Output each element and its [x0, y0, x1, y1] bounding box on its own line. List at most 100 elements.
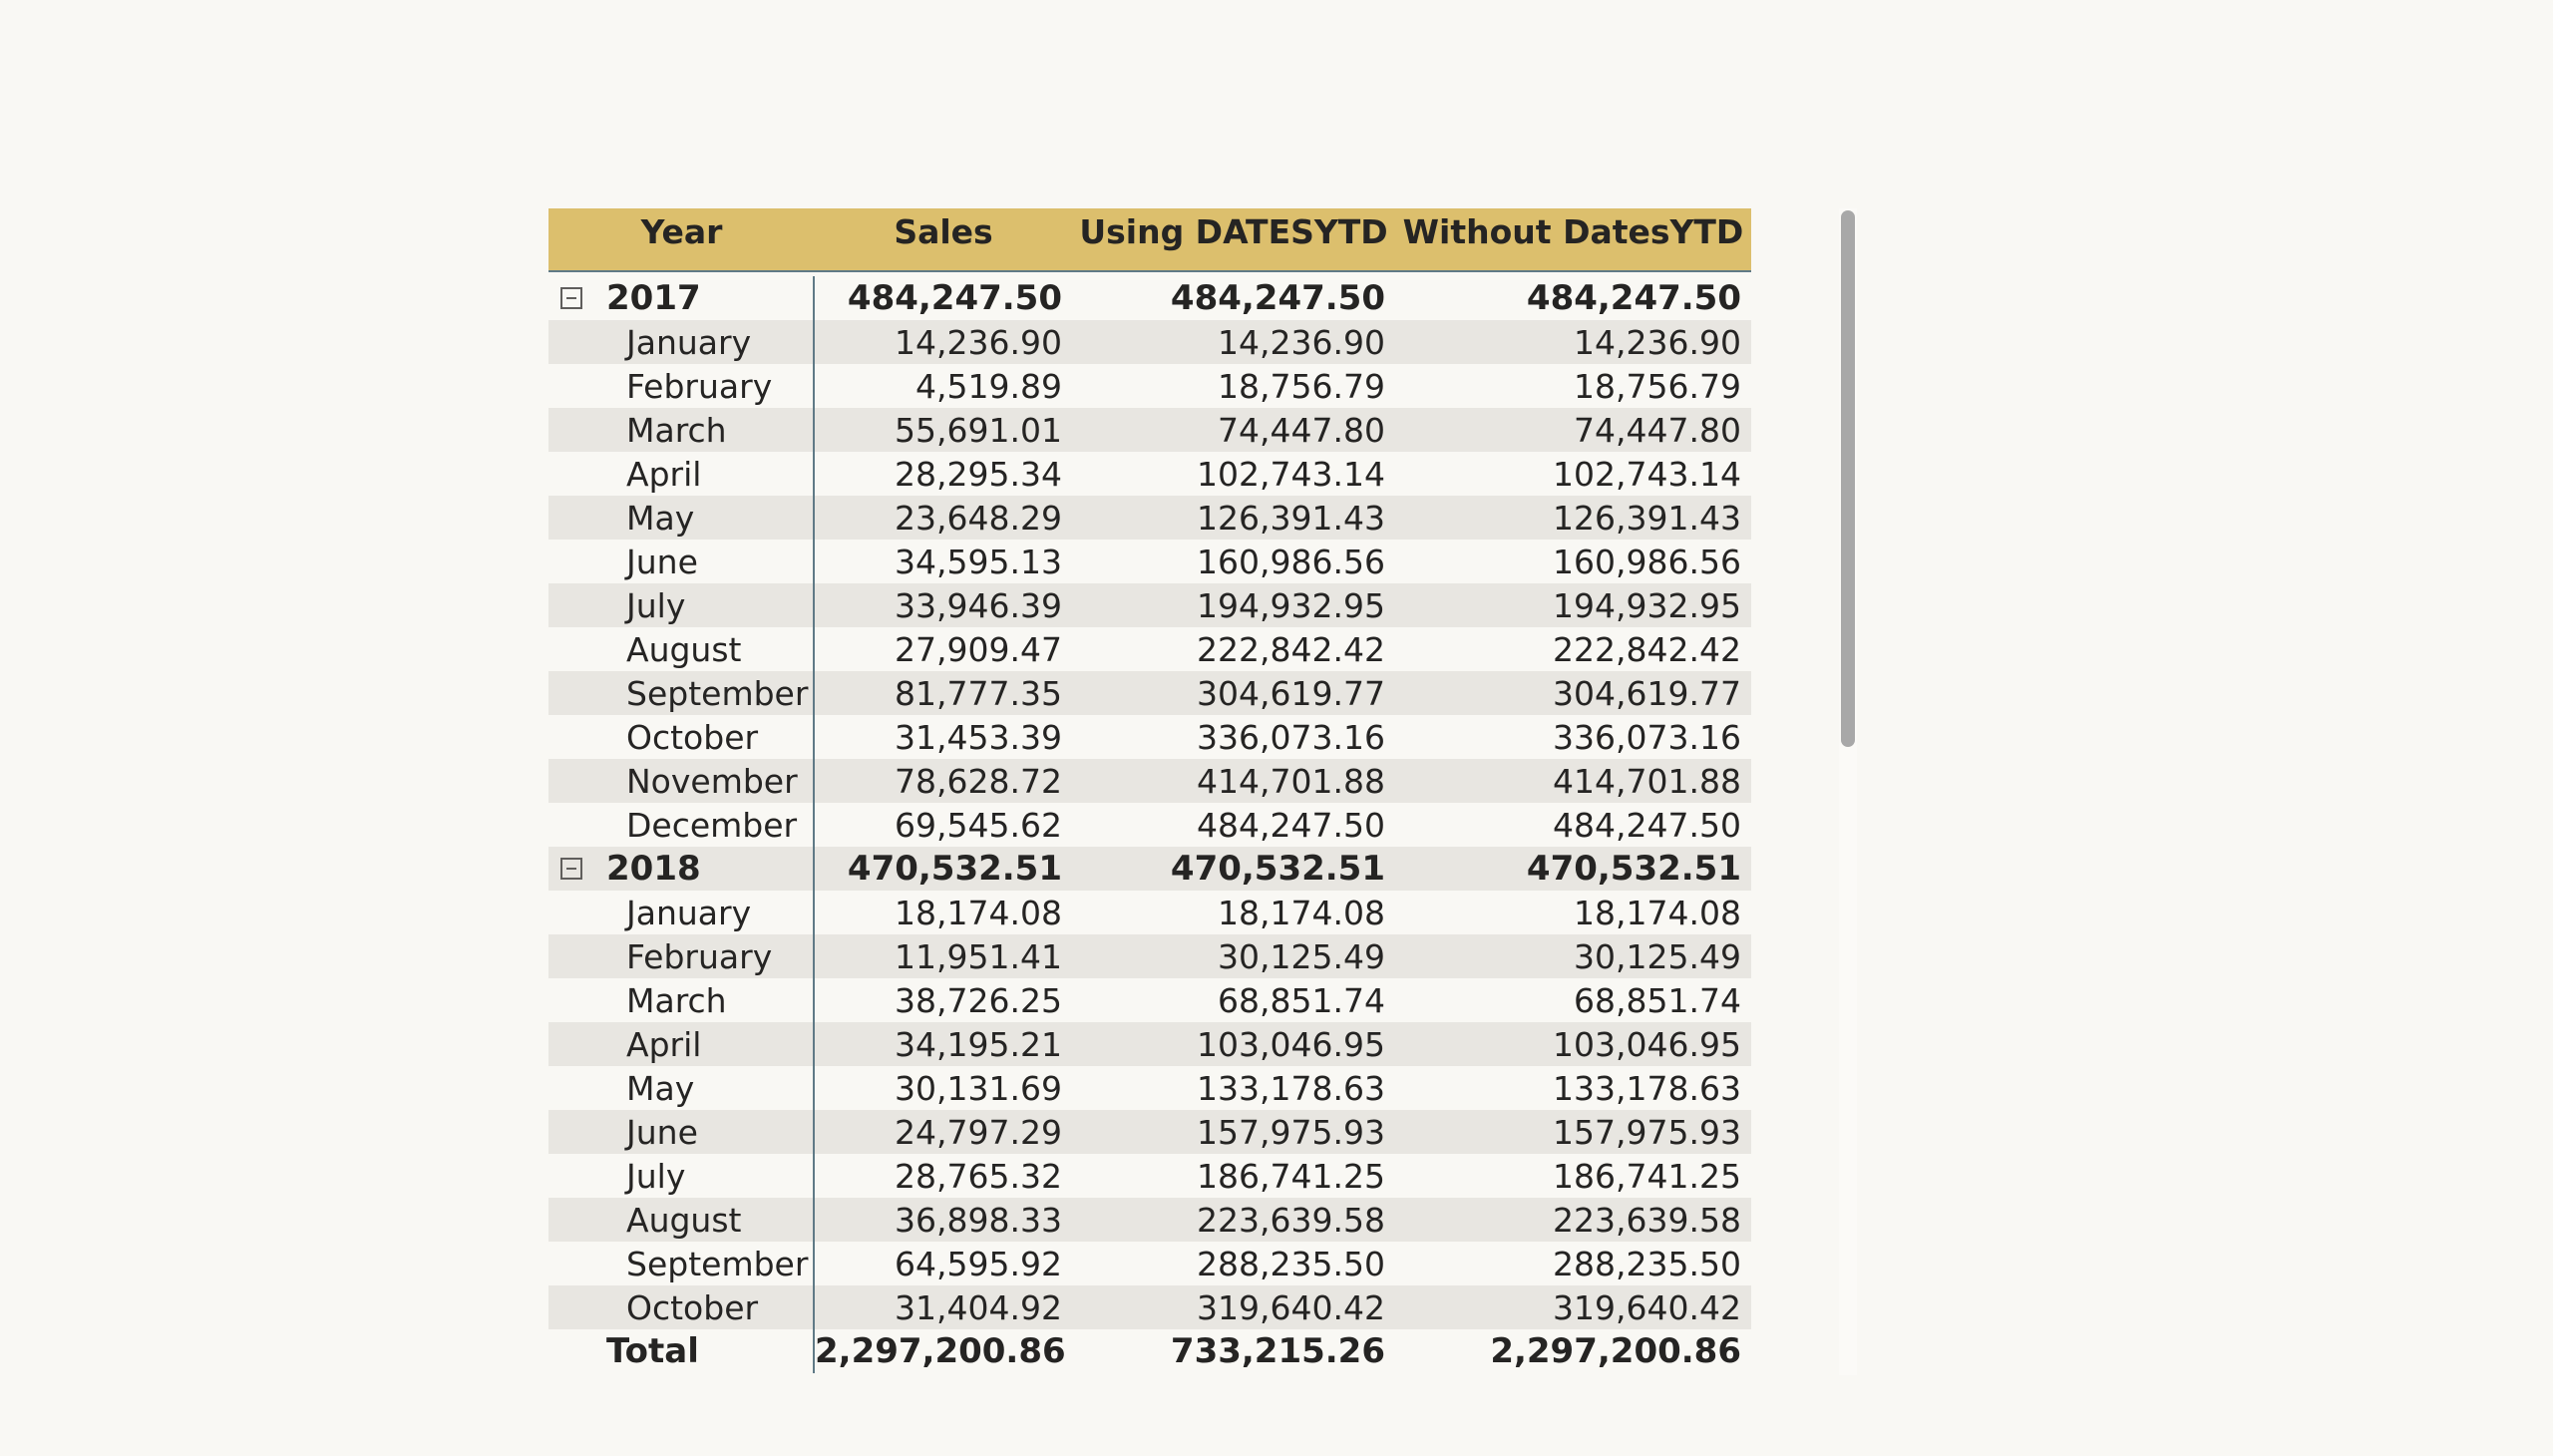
vertical-scrollbar[interactable]	[1839, 208, 1857, 1375]
using-datesytd-value: 18,756.79	[1218, 366, 1385, 406]
row-label: August	[626, 629, 742, 669]
using-datesytd-value: 470,532.51	[1170, 849, 1385, 889]
row-label: August	[626, 1200, 742, 1240]
sales-value: 30,131.69	[895, 1068, 1062, 1108]
sales-value: 31,453.39	[895, 717, 1062, 757]
month-row: May 23,648.29 126,391.43 126,391.43	[548, 496, 1751, 540]
using-datesytd-value: 223,639.58	[1197, 1200, 1385, 1240]
without-datesytd-value: 68,851.74	[1574, 980, 1741, 1020]
total-sales: 2,297,200.86	[815, 1331, 1066, 1371]
using-datesytd-value: 68,851.74	[1218, 980, 1385, 1020]
row-label: January	[626, 893, 752, 932]
month-row: October 31,404.92 319,640.42 319,640.42	[548, 1285, 1751, 1329]
without-datesytd-value: 222,842.42	[1553, 629, 1741, 669]
sales-value: 81,777.35	[895, 673, 1062, 713]
sales-value: 14,236.90	[895, 322, 1062, 362]
month-row: February 11,951.41 30,125.49 30,125.49	[548, 934, 1751, 978]
row-label-cell: February	[548, 364, 815, 408]
row-label-cell: August	[548, 1198, 815, 1242]
using-datesytd-value: 30,125.49	[1218, 936, 1385, 976]
column-header-without-datesytd[interactable]: Without DatesYTD	[1402, 212, 1744, 251]
row-label-cell: June	[548, 1110, 815, 1154]
without-datesytd-value: 470,532.51	[1526, 849, 1741, 889]
sales-value: 27,909.47	[895, 629, 1062, 669]
sales-value: 4,519.89	[915, 366, 1062, 406]
using-datesytd-value: 288,235.50	[1197, 1244, 1385, 1283]
collapse-minus-icon[interactable]	[560, 858, 582, 880]
month-row: February 4,519.89 18,756.79 18,756.79	[548, 364, 1751, 408]
month-row: July 33,946.39 194,932.95 194,932.95	[548, 583, 1751, 627]
total-label: Total	[548, 1329, 815, 1373]
sales-value: 69,545.62	[895, 805, 1062, 845]
sales-value: 36,898.33	[895, 1200, 1062, 1240]
month-row: July 28,765.32 186,741.25 186,741.25	[548, 1154, 1751, 1198]
row-label: April	[626, 454, 702, 494]
row-label-cell: April	[548, 1022, 815, 1066]
row-label-cell: February	[548, 934, 815, 978]
column-header-row: Year Sales Using DATESYTD Without DatesY…	[548, 208, 1751, 272]
row-label: December	[626, 805, 798, 845]
using-datesytd-value: 103,046.95	[1197, 1024, 1385, 1064]
without-datesytd-value: 484,247.50	[1526, 278, 1741, 318]
total-row: Total 2,297,200.86 733,215.26 2,297,200.…	[548, 1329, 1751, 1373]
column-header-sales[interactable]: Sales	[894, 212, 993, 251]
row-label-cell: March	[548, 408, 815, 452]
row-label-cell: December	[548, 803, 815, 847]
using-datesytd-value: 484,247.50	[1170, 278, 1385, 318]
row-label-cell: May	[548, 1066, 815, 1110]
row-label-cell: October	[548, 1285, 815, 1329]
using-datesytd-value: 194,932.95	[1197, 585, 1385, 625]
sales-value: 28,295.34	[895, 454, 1062, 494]
row-label: March	[626, 410, 727, 450]
using-datesytd-value: 14,236.90	[1218, 322, 1385, 362]
month-row: November 78,628.72 414,701.88 414,701.88	[548, 759, 1751, 803]
month-row: March 38,726.25 68,851.74 68,851.74	[548, 978, 1751, 1022]
total-using-datesytd: 733,215.26	[1170, 1331, 1385, 1371]
row-label-cell: August	[548, 627, 815, 671]
month-row: October 31,453.39 336,073.16 336,073.16	[548, 715, 1751, 759]
month-row: March 55,691.01 74,447.80 74,447.80	[548, 408, 1751, 452]
without-datesytd-value: 157,975.93	[1553, 1112, 1741, 1152]
row-label-cell: June	[548, 540, 815, 583]
column-header-using-datesytd[interactable]: Using DATESYTD	[1079, 212, 1388, 251]
row-label-cell: May	[548, 496, 815, 540]
using-datesytd-value: 133,178.63	[1197, 1068, 1385, 1108]
month-row: January 14,236.90 14,236.90 14,236.90	[548, 320, 1751, 364]
month-row: August 36,898.33 223,639.58 223,639.58	[548, 1198, 1751, 1242]
sales-value: 470,532.51	[847, 849, 1062, 889]
year-row[interactable]: 2017 484,247.50 484,247.50 484,247.50	[548, 276, 1751, 320]
without-datesytd-value: 14,236.90	[1574, 322, 1741, 362]
scrollbar-thumb[interactable]	[1841, 210, 1855, 747]
using-datesytd-value: 484,247.50	[1197, 805, 1385, 845]
sales-value: 34,195.21	[895, 1024, 1062, 1064]
row-label-cell: 2017	[548, 276, 815, 320]
without-datesytd-value: 484,247.50	[1553, 805, 1741, 845]
row-label-cell: November	[548, 759, 815, 803]
row-label: February	[626, 366, 773, 406]
year-row[interactable]: 2018 470,532.51 470,532.51 470,532.51	[548, 847, 1751, 891]
without-datesytd-value: 336,073.16	[1553, 717, 1741, 757]
using-datesytd-value: 157,975.93	[1197, 1112, 1385, 1152]
sales-value: 24,797.29	[895, 1112, 1062, 1152]
month-row: April 34,195.21 103,046.95 103,046.95	[548, 1022, 1751, 1066]
row-label-cell: September	[548, 1242, 815, 1285]
using-datesytd-value: 414,701.88	[1197, 761, 1385, 801]
without-datesytd-value: 194,932.95	[1553, 585, 1741, 625]
sales-value: 484,247.50	[847, 278, 1062, 318]
row-label-cell: March	[548, 978, 815, 1022]
row-label: September	[626, 1244, 809, 1283]
month-row: May 30,131.69 133,178.63 133,178.63	[548, 1066, 1751, 1110]
sales-value: 28,765.32	[895, 1156, 1062, 1196]
row-label: July	[626, 585, 686, 625]
collapse-minus-icon[interactable]	[560, 287, 582, 309]
without-datesytd-value: 186,741.25	[1553, 1156, 1741, 1196]
without-datesytd-value: 126,391.43	[1553, 498, 1741, 538]
without-datesytd-value: 133,178.63	[1553, 1068, 1741, 1108]
row-label: September	[626, 673, 809, 713]
month-row: September 81,777.35 304,619.77 304,619.77	[548, 671, 1751, 715]
row-label: January	[626, 322, 752, 362]
without-datesytd-value: 223,639.58	[1553, 1200, 1741, 1240]
row-label: November	[626, 761, 798, 801]
using-datesytd-value: 18,174.08	[1218, 893, 1385, 932]
column-header-year[interactable]: Year	[640, 212, 723, 251]
